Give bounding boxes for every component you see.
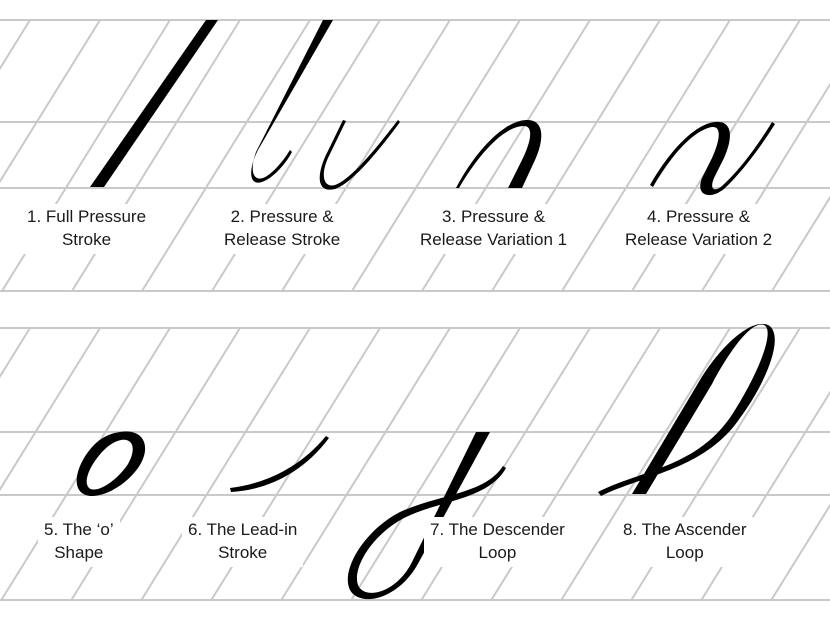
caption-exercise-4-line2: Release Variation 2 [625,230,773,249]
caption-exercise-1-line1: 1. Full Pressure [27,207,147,226]
slant-guideline [141,19,311,292]
caption-exercise-3: 3. Pressure & Release Variation 1 [414,204,574,254]
slant-guideline [0,19,101,184]
caption-exercise-3-line1: 3. Pressure & [442,207,546,226]
stroke-variation-1 [456,120,542,188]
stroke-ascender-loop [598,323,775,496]
caption-exercise-1-line2: Stroke [61,230,112,249]
stroke-pressure-release-second [319,120,400,190]
caption-exercise-3-line2: Release Variation 1 [420,230,568,249]
caption-exercise-4-line1: 4. Pressure & [647,207,751,226]
stroke-full-pressure [90,20,218,187]
slant-guideline [350,327,521,601]
caption-exercise-8-line1: 8. The Ascender [623,520,747,539]
caption-exercise-7: 7. The Descender Loop [424,517,571,567]
stroke-pressure-release [251,20,333,183]
slant-guideline [351,19,521,292]
slant-guideline [0,327,101,492]
caption-exercise-6-line1: 6. The Lead-in [188,520,298,539]
caption-exercise-5: 5. The ‘o’ Shape [38,517,120,567]
caption-exercise-8-line2: Loop [665,543,704,562]
caption-exercise-2-line2: Release Stroke [224,230,341,249]
caption-exercise-8: 8. The Ascender Loop [617,517,753,567]
caption-exercise-5-line1: 5. The ‘o’ [44,520,114,539]
caption-exercise-4: 4. Pressure & Release Variation 2 [619,204,779,254]
slant-guideline [771,195,830,292]
caption-exercise-6-line2: Stroke [218,543,268,562]
caption-exercise-5-line2: Shape [54,543,104,562]
stroke-lead-in [230,436,329,492]
slant-guideline [0,327,31,379]
caption-exercise-6: 6. The Lead-in Stroke [182,517,304,567]
slant-guideline [561,19,731,292]
caption-exercise-7-line2: Loop [478,543,517,562]
caption-exercise-1: 1. Full Pressure Stroke [21,204,153,254]
caption-exercise-2-line1: 2. Pressure & [230,207,334,226]
slant-guideline [770,503,830,601]
stroke-variation-2 [650,121,775,196]
slant-guideline [280,327,451,601]
slant-guideline [0,19,31,71]
caption-exercise-2: 2. Pressure & Release Stroke [218,204,347,254]
caption-exercise-7-line1: 7. The Descender [430,520,565,539]
stroke-descender-loop [347,432,506,600]
stroke-o-shape [76,431,146,497]
slant-guideline [140,327,311,601]
slant-guideline [560,327,731,601]
